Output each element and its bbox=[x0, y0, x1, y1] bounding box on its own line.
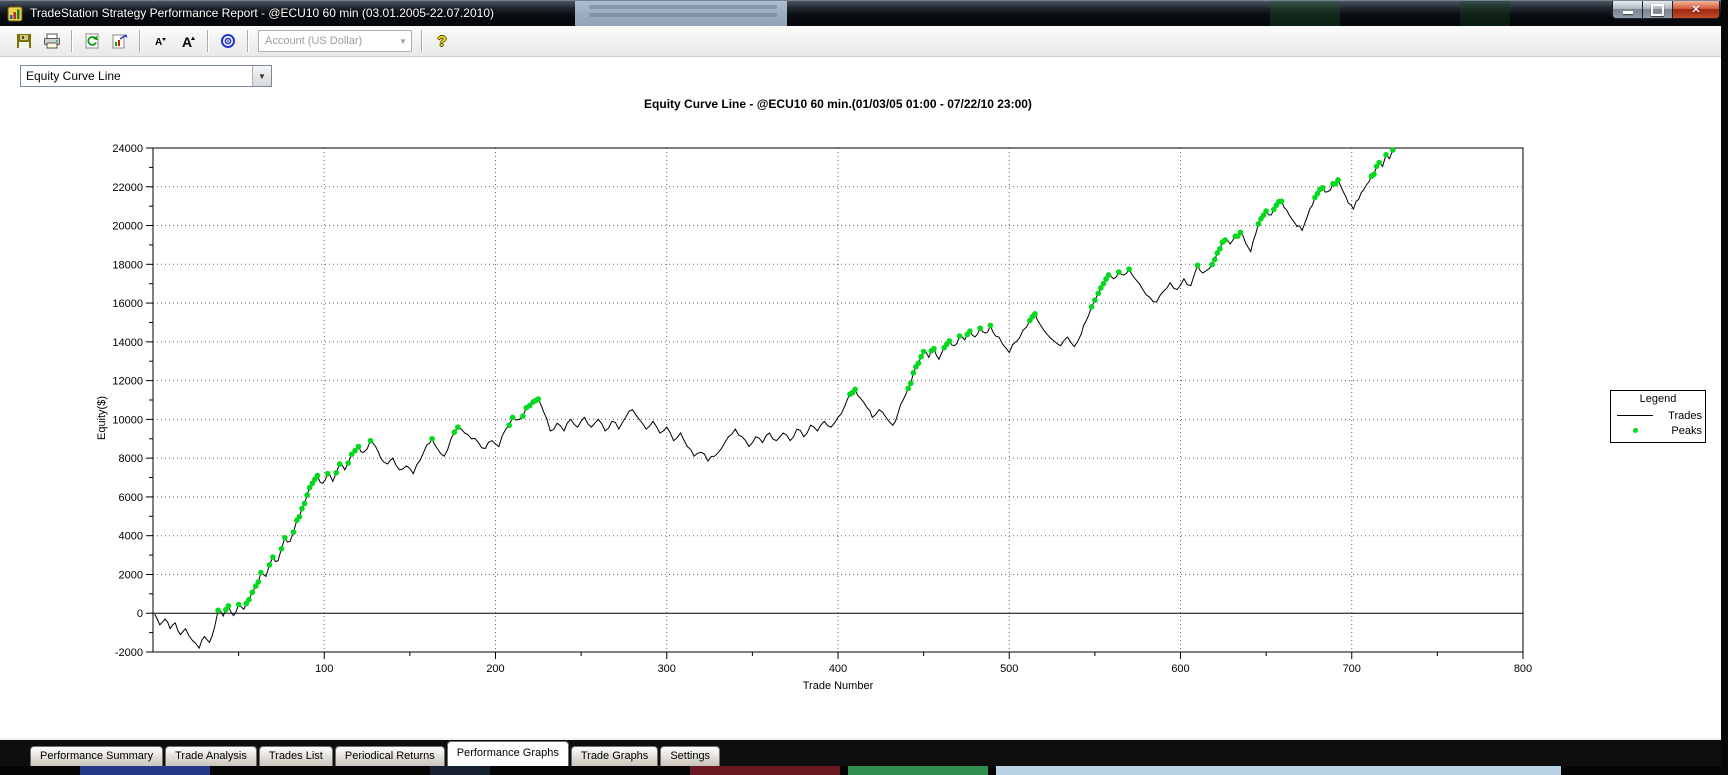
tab-periodical-returns[interactable]: Periodical Returns bbox=[335, 746, 445, 766]
close-button[interactable]: ✕ bbox=[1673, 1, 1720, 19]
maximize-button[interactable] bbox=[1643, 1, 1673, 19]
svg-text:6000: 6000 bbox=[119, 492, 143, 504]
chart-legend: Legend Trades Peaks bbox=[1610, 390, 1706, 443]
legend-title: Legend bbox=[1614, 393, 1702, 405]
app-window: TradeStation Strategy Performance Report… bbox=[0, 0, 1728, 775]
help-button[interactable]: ? bbox=[428, 28, 456, 54]
tab-settings[interactable]: Settings bbox=[660, 746, 720, 766]
toolbar-separator bbox=[421, 30, 423, 52]
export-icon bbox=[111, 33, 129, 49]
svg-text:18000: 18000 bbox=[112, 259, 143, 271]
legend-entry-trades: Trades bbox=[1614, 408, 1702, 423]
window-controls: ✕ bbox=[1612, 1, 1720, 19]
svg-text:-2000: -2000 bbox=[115, 647, 143, 659]
window-titlebar: TradeStation Strategy Performance Report… bbox=[0, 0, 1728, 26]
desktop-strip bbox=[0, 766, 1728, 775]
print-button[interactable] bbox=[38, 28, 66, 54]
export-button[interactable] bbox=[106, 28, 134, 54]
svg-text:0: 0 bbox=[137, 608, 143, 620]
graph-type-dropdown[interactable]: Equity Curve Line ▼ bbox=[20, 65, 272, 87]
svg-text:14000: 14000 bbox=[112, 337, 143, 349]
report-client-area: Equity Curve Line ▼ Equity Curve Line - … bbox=[0, 57, 1728, 740]
font-decrease-button[interactable]: A bbox=[146, 28, 174, 54]
toolbar: A A Account (US Dollar) ▼ bbox=[0, 26, 1728, 57]
svg-text:200: 200 bbox=[486, 663, 504, 675]
refresh-button[interactable] bbox=[78, 28, 106, 54]
save-button[interactable] bbox=[10, 28, 38, 54]
svg-text:4000: 4000 bbox=[119, 531, 143, 543]
font-increase-icon: A bbox=[179, 33, 197, 49]
chevron-down-icon[interactable]: ▼ bbox=[252, 66, 271, 86]
svg-text:800: 800 bbox=[1514, 663, 1532, 675]
toolbar-separator bbox=[71, 30, 73, 52]
svg-text:100: 100 bbox=[315, 663, 333, 675]
refresh-icon bbox=[84, 33, 100, 49]
tab-trade-analysis[interactable]: Trade Analysis bbox=[165, 746, 257, 766]
legend-dot-swatch bbox=[1614, 428, 1656, 433]
svg-text:10000: 10000 bbox=[112, 414, 143, 426]
tab-performance-summary[interactable]: Performance Summary bbox=[30, 746, 163, 766]
y-axis-title: Equity($) bbox=[96, 378, 108, 458]
font-decrease-icon: A bbox=[152, 33, 168, 49]
background-window-glimpse bbox=[575, 1, 787, 27]
legend-label: Peaks bbox=[1656, 425, 1702, 437]
desktop-glimpse-2 bbox=[1460, 1, 1510, 27]
legend-entry-peaks: Peaks bbox=[1614, 423, 1702, 438]
minimize-icon bbox=[1623, 11, 1633, 14]
target-icon bbox=[220, 33, 236, 49]
tab-performance-graphs[interactable]: Performance Graphs bbox=[447, 741, 569, 766]
x-axis-title: Trade Number bbox=[153, 680, 1523, 692]
toolbar-separator bbox=[247, 30, 249, 52]
svg-text:24000: 24000 bbox=[112, 143, 143, 155]
svg-text:400: 400 bbox=[829, 663, 847, 675]
tab-trades-list[interactable]: Trades List bbox=[259, 746, 333, 766]
svg-text:2000: 2000 bbox=[119, 569, 143, 581]
app-icon bbox=[7, 6, 23, 22]
toolbar-separator bbox=[207, 30, 209, 52]
help-icon: ? bbox=[437, 33, 446, 50]
tab-trade-graphs[interactable]: Trade Graphs bbox=[571, 746, 658, 766]
svg-text:8000: 8000 bbox=[119, 453, 143, 465]
target-button[interactable] bbox=[214, 28, 242, 54]
legend-line-swatch bbox=[1614, 415, 1656, 416]
svg-text:A: A bbox=[182, 34, 192, 49]
desktop-right-edge bbox=[1721, 0, 1728, 775]
report-tabbar: Performance SummaryTrade AnalysisTrades … bbox=[0, 738, 1728, 766]
minimize-button[interactable] bbox=[1612, 1, 1643, 19]
svg-text:500: 500 bbox=[1000, 663, 1018, 675]
equity-curve-chart: -2000 0 2000 4000 6000 8000 10000 12000 14000 160… bbox=[0, 90, 1728, 738]
maximize-icon bbox=[1651, 4, 1664, 16]
svg-text:12000: 12000 bbox=[112, 376, 143, 388]
svg-text:20000: 20000 bbox=[112, 221, 143, 233]
save-icon bbox=[16, 33, 32, 49]
toolbar-separator bbox=[139, 30, 141, 52]
legend-label: Trades bbox=[1656, 410, 1702, 422]
font-increase-button[interactable]: A bbox=[174, 28, 202, 54]
svg-text:A: A bbox=[155, 37, 162, 48]
account-dropdown-value: Account (US Dollar) bbox=[259, 35, 395, 47]
graph-type-value: Equity Curve Line bbox=[21, 69, 252, 83]
window-title: TradeStation Strategy Performance Report… bbox=[30, 1, 494, 26]
chevron-down-icon: ▼ bbox=[395, 37, 411, 46]
svg-text:600: 600 bbox=[1171, 663, 1189, 675]
svg-text:16000: 16000 bbox=[112, 298, 143, 310]
svg-text:300: 300 bbox=[658, 663, 676, 675]
desktop-glimpse-1 bbox=[1270, 1, 1340, 27]
close-icon: ✕ bbox=[1691, 3, 1700, 16]
print-icon bbox=[43, 33, 61, 49]
svg-text:700: 700 bbox=[1343, 663, 1361, 675]
account-dropdown[interactable]: Account (US Dollar) ▼ bbox=[258, 30, 412, 52]
svg-text:22000: 22000 bbox=[112, 182, 143, 194]
